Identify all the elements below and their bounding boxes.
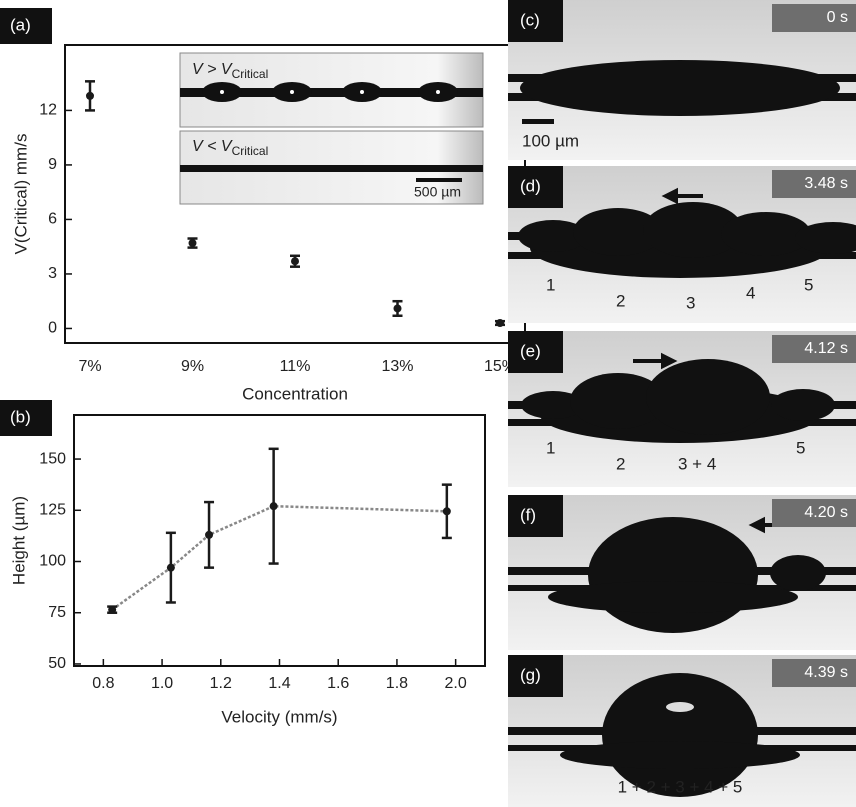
panel-label-box xyxy=(0,400,52,436)
droplet-label: 3 + 4 xyxy=(678,454,716,473)
y-tick-label: 9 xyxy=(48,156,57,173)
chart: (b) 50 75 100 125 150 0.8 1.0 1.2 1.4 1.6 1.8 2.0 Vel… xyxy=(0,400,486,726)
data-point xyxy=(188,239,197,248)
droplet-label: 3 xyxy=(686,293,695,312)
y-tick-label: 12 xyxy=(39,102,57,119)
panel-label-box xyxy=(0,8,52,44)
droplet-label: 1 xyxy=(546,275,555,294)
data-point xyxy=(108,605,117,614)
x-tick-label: 2.0 xyxy=(445,675,467,692)
y-tick-label: 75 xyxy=(48,604,66,621)
data-point xyxy=(393,304,402,313)
data-point xyxy=(496,319,504,328)
photo-panel: (g) 4.39 s 1 + 2 + 3 + 4 + 5 xyxy=(508,655,856,807)
y-axis-title: V(Critical) mm/s xyxy=(11,134,30,255)
x-tick-label: 1.8 xyxy=(386,675,408,692)
y-tick-label: 125 xyxy=(39,501,66,518)
plot-frame xyxy=(73,414,486,667)
photo-panel: (e) 4.12 s 1 2 3 + 4 5 xyxy=(508,331,856,487)
time-label: 3.48 s xyxy=(804,175,848,192)
panel-label: (g) xyxy=(520,665,541,684)
inset-text: V > V xyxy=(192,61,233,78)
inset: V > VCritical V < VCritical 500 µm xyxy=(179,52,484,205)
photo-panel: (c) 0 s 100 µm xyxy=(508,0,856,160)
data-point xyxy=(442,507,451,516)
droplet-label: 1 + 2 + 3 + 4 + 5 xyxy=(618,777,743,796)
inset-label: V > VCritical xyxy=(192,61,268,81)
data-point xyxy=(86,91,94,100)
time-label: 0 s xyxy=(827,9,848,26)
y-tick-label: 6 xyxy=(48,211,57,228)
droplet-label: 4 xyxy=(746,283,755,302)
data-line xyxy=(111,504,447,611)
inset-subscript: Critical xyxy=(232,144,269,158)
data-point xyxy=(166,563,175,572)
time-label: 4.39 s xyxy=(804,664,848,681)
x-tick-label: 1.4 xyxy=(268,675,290,692)
photo-panel: (f) 4.20 s xyxy=(508,495,856,650)
y-axis-title: Height (µm) xyxy=(9,496,28,585)
y-tick-label: 100 xyxy=(39,553,66,570)
data-point xyxy=(269,502,278,511)
time-label: 4.12 s xyxy=(804,340,848,357)
x-tick-label: 1.2 xyxy=(210,675,232,692)
y-tick-label: 50 xyxy=(48,655,66,672)
droplet-label: 5 xyxy=(796,438,805,457)
y-tick-label: 150 xyxy=(39,450,66,467)
x-tick-label: 13% xyxy=(381,358,413,375)
x-tick-label: 11% xyxy=(280,358,311,375)
x-tick-label: 9% xyxy=(181,358,204,375)
data-point xyxy=(205,530,214,539)
x-tick-label: 1.6 xyxy=(327,675,349,692)
inset-label: V < VCritical xyxy=(192,138,268,158)
x-tick-label: 7% xyxy=(78,358,101,375)
inset-subscript: Critical xyxy=(232,67,269,81)
panel-label: (a) xyxy=(10,15,31,34)
panel-label: (b) xyxy=(10,407,31,426)
droplet-label: 2 xyxy=(616,291,625,310)
panel-label: (e) xyxy=(520,341,541,360)
x-axis-title: Concentration xyxy=(242,384,348,403)
photo-panel: (d) 3.48 s 1 2 3 4 5 xyxy=(508,166,856,323)
y-tick-label: 0 xyxy=(48,320,57,337)
inset-text: V < V xyxy=(192,138,233,155)
scale-bar-label: 100 µm xyxy=(522,131,579,150)
scale-bar-label: 500 µm xyxy=(414,184,461,200)
data-point xyxy=(291,257,299,266)
y-tick-label: 3 xyxy=(48,265,57,282)
panel-label: (c) xyxy=(520,10,540,29)
panel-label: (d) xyxy=(520,176,541,195)
droplet-label: 5 xyxy=(804,275,813,294)
droplet-label: 1 xyxy=(546,438,555,457)
droplet-label: 2 xyxy=(616,454,625,473)
x-tick-label: 0.8 xyxy=(92,675,114,692)
x-axis-title: Velocity (mm/s) xyxy=(221,707,337,726)
x-tick-label: 1.0 xyxy=(151,675,173,692)
panel-label: (f) xyxy=(520,505,536,524)
time-label: 4.20 s xyxy=(804,504,848,521)
